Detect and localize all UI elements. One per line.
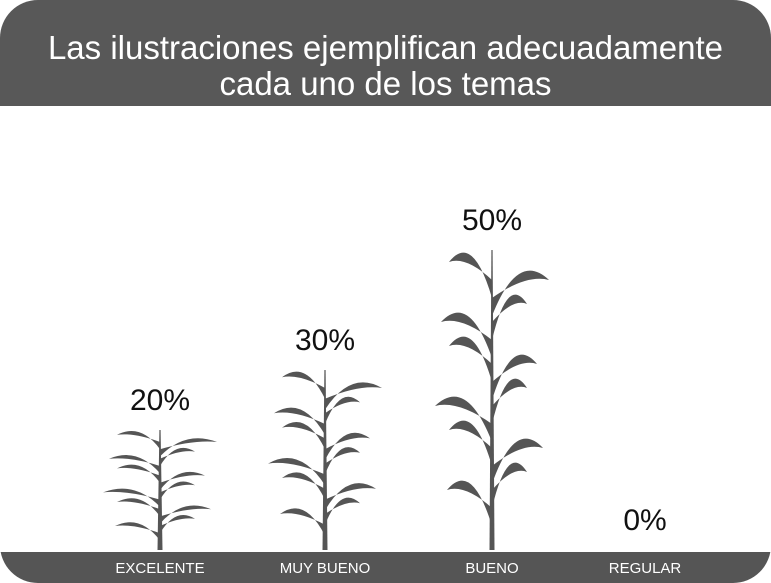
plant-leaf [492, 462, 527, 508]
plant-leaf [441, 312, 492, 358]
category-label: REGULAR [609, 560, 682, 577]
plant-leaf [492, 294, 527, 340]
plant-leaf [492, 438, 543, 484]
plant-leaf [160, 447, 195, 466]
category-label: EXCELENTE [115, 560, 204, 577]
plant-leaf [117, 431, 160, 450]
plant-leaf [103, 488, 160, 507]
plant-leaf [109, 455, 160, 474]
plant-leaf [325, 432, 370, 460]
plant-leaf [160, 438, 217, 457]
chart-title: Las ilustraciones ejemplifican adecuadam… [47, 29, 724, 102]
plant-leaf [160, 471, 205, 490]
plant-leaf [115, 522, 160, 541]
plant-leaf [274, 407, 325, 435]
plant-leaf [160, 505, 211, 524]
value-label: 30% [295, 324, 355, 357]
plant-leaf [492, 378, 527, 424]
value-label: 0% [623, 504, 666, 537]
plant-leaf [449, 336, 492, 382]
plant-leaf [447, 480, 492, 526]
plant-leaf [282, 472, 325, 500]
plant-leaf [325, 382, 382, 410]
plant-leaf [325, 483, 376, 511]
plant-leaf [325, 447, 360, 475]
plant-leaf [325, 396, 360, 424]
plant-leaf [492, 270, 549, 316]
plant [268, 370, 382, 550]
plant-leaf [435, 396, 492, 442]
plant [435, 250, 549, 550]
plant-leaf [160, 515, 195, 534]
plant-leaf [117, 498, 160, 517]
value-label: 20% [130, 384, 190, 417]
plant-leaf [282, 421, 325, 450]
category-label: MUY BUENO [280, 560, 371, 577]
plant-leaf [492, 354, 537, 400]
plant-leaf [449, 420, 492, 466]
plant-leaf [325, 497, 360, 525]
category-label: BUENO [465, 560, 518, 577]
header: Las ilustraciones ejemplifican adecuadam… [0, 0, 771, 106]
value-label: 50% [462, 204, 522, 237]
plant-leaf [449, 252, 492, 298]
plant-leaf [268, 457, 325, 486]
plant-leaf [160, 481, 195, 500]
bottom-band [0, 552, 771, 583]
plant-leaf [280, 508, 325, 536]
plant-leaf [282, 371, 325, 399]
plant [103, 430, 217, 550]
plant-leaf [117, 464, 160, 483]
